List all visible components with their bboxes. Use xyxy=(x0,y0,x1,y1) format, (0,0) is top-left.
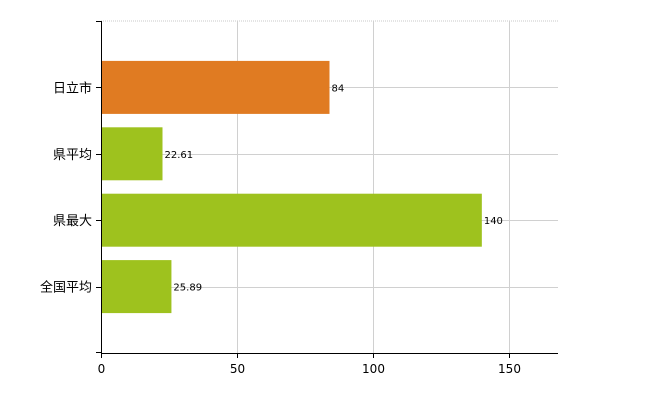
x-tick-label: 100 xyxy=(362,362,385,376)
bar xyxy=(101,60,330,114)
bar xyxy=(101,127,163,181)
value-label: 22.61 xyxy=(165,150,194,161)
axes xyxy=(96,21,558,358)
x-tick-label: 150 xyxy=(498,362,521,376)
category-label: 県平均 xyxy=(53,148,92,163)
x-tick-label: 0 xyxy=(98,362,106,376)
x-tick-label: 50 xyxy=(230,362,245,376)
category-label: 全国平均 xyxy=(40,280,92,296)
value-label: 25.89 xyxy=(173,283,202,294)
bars-group xyxy=(101,60,482,314)
value-label: 84 xyxy=(332,83,345,94)
category-label: 県最大 xyxy=(53,214,92,229)
bar xyxy=(101,260,172,314)
bar xyxy=(101,193,482,247)
labels-group: 84 日立市 22.61 県平均 140 県最大 25.89 全国平均 0 50 100 150 xyxy=(40,80,521,376)
value-label: 140 xyxy=(484,216,503,227)
category-label: 日立市 xyxy=(53,80,92,96)
